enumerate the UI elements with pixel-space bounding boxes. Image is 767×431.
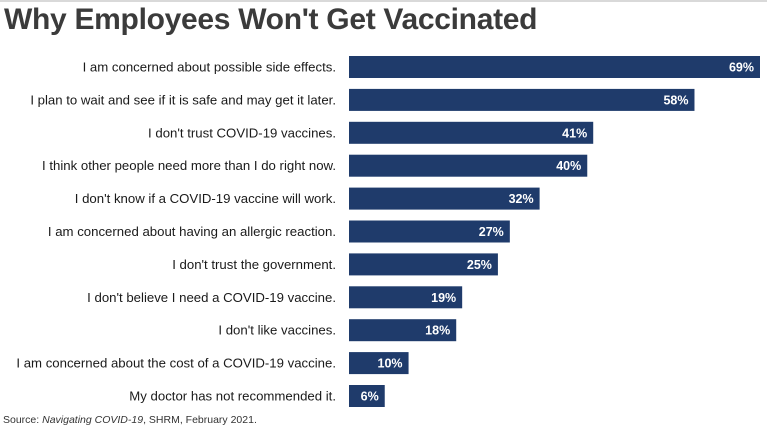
bar-i-plan-to-wait-and-see-if-it-is-safe-and-may-get-it-later bbox=[349, 88, 695, 111]
category-label: I don't like vaccines. bbox=[218, 323, 336, 338]
value-label: 27% bbox=[479, 225, 504, 239]
category-label: My doctor has not recommended it. bbox=[129, 389, 336, 404]
value-label: 41% bbox=[562, 126, 587, 140]
top-rule bbox=[0, 0, 767, 2]
value-label: 40% bbox=[556, 159, 581, 173]
bar-i-am-concerned-about-possible-side-effects bbox=[349, 56, 760, 78]
bar-i-am-concerned-about-the-cost-of-a-covid-19-vaccine bbox=[349, 352, 409, 375]
chart-title: Why Employees Won't Get Vaccinated bbox=[4, 3, 538, 36]
source-prefix: Source: bbox=[3, 414, 43, 426]
category-label: I plan to wait and see if it is safe and… bbox=[30, 92, 336, 107]
source-note: Source: Navigating COVID-19, SHRM, Febru… bbox=[3, 414, 257, 426]
category-label: I don't know if a COVID-19 vaccine will … bbox=[75, 191, 336, 206]
source-suffix: , SHRM, February 2021. bbox=[143, 414, 257, 426]
bar-i-don-t-trust-covid-19-vaccines bbox=[349, 121, 594, 144]
bar-i-don-t-trust-the-government bbox=[349, 253, 498, 276]
value-label: 6% bbox=[361, 390, 379, 404]
category-label: I don't trust COVID-19 vaccines. bbox=[148, 125, 336, 140]
bar-i-don-t-like-vaccines bbox=[349, 319, 457, 342]
category-label: I don't believe I need a COVID-19 vaccin… bbox=[87, 290, 336, 305]
category-label: I don't trust the government. bbox=[172, 257, 336, 272]
value-label: 18% bbox=[425, 324, 450, 338]
value-label: 19% bbox=[431, 291, 456, 305]
category-label: I am concerned about having an allergic … bbox=[48, 224, 336, 239]
bar-i-think-other-people-need-more-than-i-do-right-now bbox=[349, 154, 588, 177]
bar-my-doctor-has-not-recommended-it bbox=[349, 385, 385, 407]
value-label: 32% bbox=[509, 192, 534, 206]
category-label: I am concerned about possible side effec… bbox=[83, 60, 336, 75]
value-label: 10% bbox=[378, 357, 403, 371]
category-label: I think other people need more than I do… bbox=[42, 158, 336, 173]
category-label: I am concerned about the cost of a COVID… bbox=[16, 356, 336, 371]
bar-i-don-t-know-if-a-covid-19-vaccine-will-work bbox=[349, 187, 540, 210]
value-label: 58% bbox=[663, 93, 688, 107]
bar-i-don-t-believe-i-need-a-covid-19-vaccine bbox=[349, 286, 463, 309]
value-label: 69% bbox=[729, 61, 754, 75]
bar-i-am-concerned-about-having-an-allergic-reaction bbox=[349, 220, 510, 243]
value-label: 25% bbox=[467, 258, 492, 272]
source-publication: Navigating COVID-19 bbox=[42, 414, 144, 426]
